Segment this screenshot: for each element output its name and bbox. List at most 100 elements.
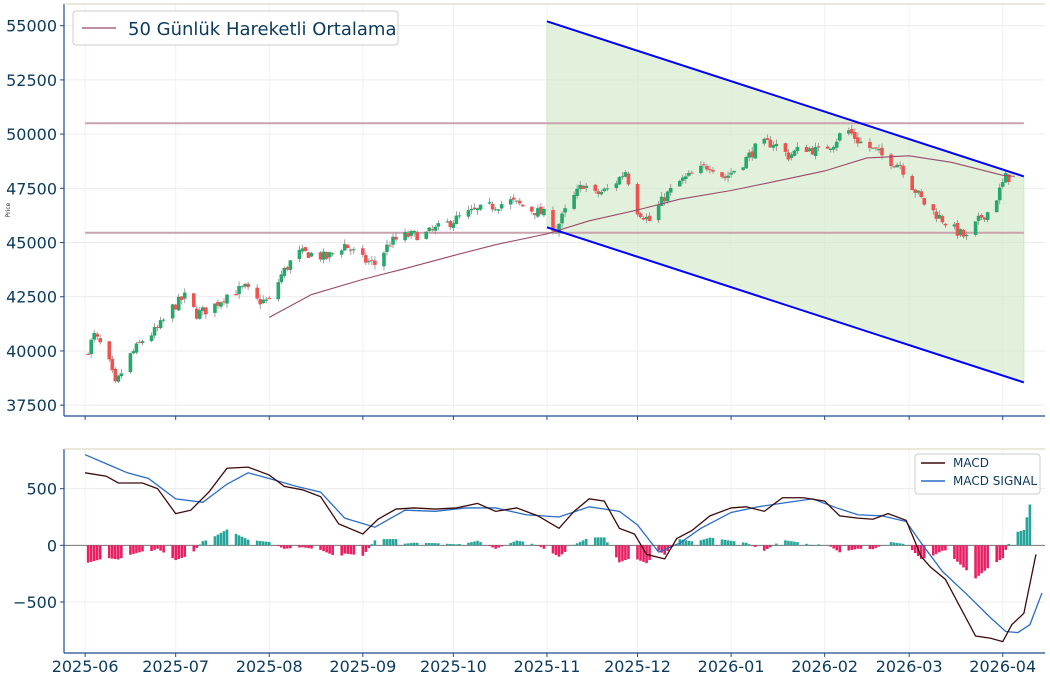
histogram-bar-negative bbox=[361, 545, 365, 556]
candle-down bbox=[394, 236, 398, 240]
candle-down bbox=[539, 206, 543, 215]
candle-up bbox=[726, 175, 730, 178]
candle-up bbox=[584, 185, 588, 188]
candle-up bbox=[937, 214, 942, 219]
candle-down bbox=[961, 229, 966, 237]
histogram-bar-positive bbox=[412, 542, 416, 546]
histogram-bar-positive bbox=[409, 543, 413, 546]
histogram-bar-positive bbox=[258, 540, 262, 546]
candle-down bbox=[267, 298, 272, 300]
candle-down bbox=[216, 301, 220, 306]
candle-up bbox=[478, 204, 483, 210]
x-tick-label: 2025-06 bbox=[52, 657, 119, 676]
x-tick-label: 2026-03 bbox=[876, 657, 943, 676]
candle-down bbox=[647, 215, 652, 221]
histogram-bar-negative bbox=[962, 545, 965, 568]
candle-up bbox=[403, 231, 407, 241]
moving-average-line bbox=[268, 155, 1015, 318]
histogram-bar-negative bbox=[832, 545, 836, 549]
candle-up bbox=[656, 205, 661, 221]
candle-up bbox=[575, 188, 579, 197]
histogram-bar-negative bbox=[367, 545, 371, 549]
candle-down bbox=[246, 283, 250, 288]
histogram-bar-negative bbox=[491, 545, 494, 548]
candle-up bbox=[563, 208, 567, 213]
candle-down bbox=[110, 358, 115, 371]
candle-down bbox=[810, 147, 815, 155]
price-y-tick-label: 55000 bbox=[6, 17, 57, 36]
histogram-bar-negative bbox=[983, 545, 986, 571]
histogram-bar-positive bbox=[596, 537, 600, 546]
histogram-bar-positive bbox=[225, 529, 229, 546]
candle-up bbox=[605, 188, 610, 190]
histogram-bar-positive bbox=[720, 539, 724, 546]
candle-down bbox=[804, 146, 809, 153]
candle-up bbox=[469, 208, 474, 211]
price-y-tick-label: 37500 bbox=[6, 396, 57, 415]
candle-up bbox=[261, 299, 266, 304]
histogram-bar-negative bbox=[331, 545, 334, 555]
histogram-bar-negative bbox=[856, 545, 860, 549]
candle-up bbox=[831, 146, 836, 150]
candle-up bbox=[279, 274, 284, 283]
macd-y-tick-label: 0 bbox=[47, 536, 57, 555]
histogram-bar-negative bbox=[554, 545, 558, 556]
candle-down bbox=[430, 229, 435, 231]
candle-up bbox=[264, 299, 269, 301]
candle-up bbox=[237, 286, 241, 295]
candle-up bbox=[699, 165, 703, 173]
histogram-bar-negative bbox=[868, 545, 872, 550]
histogram-bar-positive bbox=[267, 541, 271, 546]
histogram-bar-positive bbox=[373, 540, 377, 546]
candle-up bbox=[837, 133, 842, 141]
candle-up bbox=[729, 172, 733, 175]
histogram-bar-negative bbox=[980, 545, 983, 574]
price-y-tick-label: 45000 bbox=[6, 234, 57, 253]
histogram-bar-negative bbox=[322, 545, 325, 552]
candle-down bbox=[303, 247, 308, 251]
candle-up bbox=[342, 244, 347, 251]
candle-up bbox=[684, 176, 688, 180]
histogram-bar-positive bbox=[261, 541, 265, 546]
histogram-bar-positive bbox=[427, 542, 431, 546]
candle-up bbox=[859, 141, 863, 143]
histogram-bar-negative bbox=[627, 545, 630, 559]
histogram-bar-positive bbox=[790, 541, 793, 546]
histogram-bar-positive bbox=[723, 539, 727, 546]
candle-down bbox=[690, 172, 694, 174]
candle-down bbox=[626, 173, 631, 185]
candle-up bbox=[813, 146, 818, 156]
histogram-bar-positive bbox=[575, 543, 579, 546]
histogram-bar-positive bbox=[515, 540, 519, 546]
candle-up bbox=[771, 145, 776, 148]
candle-up bbox=[170, 304, 175, 319]
histogram-bar-negative bbox=[913, 545, 917, 554]
candle-up bbox=[753, 143, 758, 159]
candle-up bbox=[457, 215, 462, 217]
histogram-bar-negative bbox=[141, 545, 144, 552]
histogram-bar-positive bbox=[708, 537, 712, 546]
candle-down bbox=[137, 342, 142, 344]
histogram-bar-negative bbox=[621, 545, 624, 562]
histogram-bar-positive bbox=[1025, 517, 1029, 546]
histogram-bar-negative bbox=[319, 545, 322, 550]
candle-down bbox=[662, 197, 667, 202]
candle-down bbox=[705, 166, 709, 170]
candle-down bbox=[786, 152, 791, 160]
histogram-bar-negative bbox=[853, 545, 857, 550]
candle-up bbox=[445, 221, 450, 223]
histogram-bar-negative bbox=[310, 545, 313, 549]
histogram-bar-negative bbox=[494, 545, 497, 549]
histogram-bar-negative bbox=[871, 545, 875, 550]
histogram-bar-negative bbox=[669, 545, 673, 548]
histogram-bar-negative bbox=[922, 545, 926, 559]
candle-down bbox=[173, 304, 178, 310]
histogram-bar-positive bbox=[892, 542, 896, 546]
histogram-bar-negative bbox=[180, 545, 184, 558]
candle-down bbox=[922, 197, 927, 205]
histogram-bar-positive bbox=[1028, 504, 1032, 546]
histogram-bar-negative bbox=[811, 545, 814, 546]
candle-down bbox=[638, 213, 643, 218]
candle-down bbox=[783, 143, 788, 152]
histogram-bar-positive bbox=[201, 541, 205, 546]
